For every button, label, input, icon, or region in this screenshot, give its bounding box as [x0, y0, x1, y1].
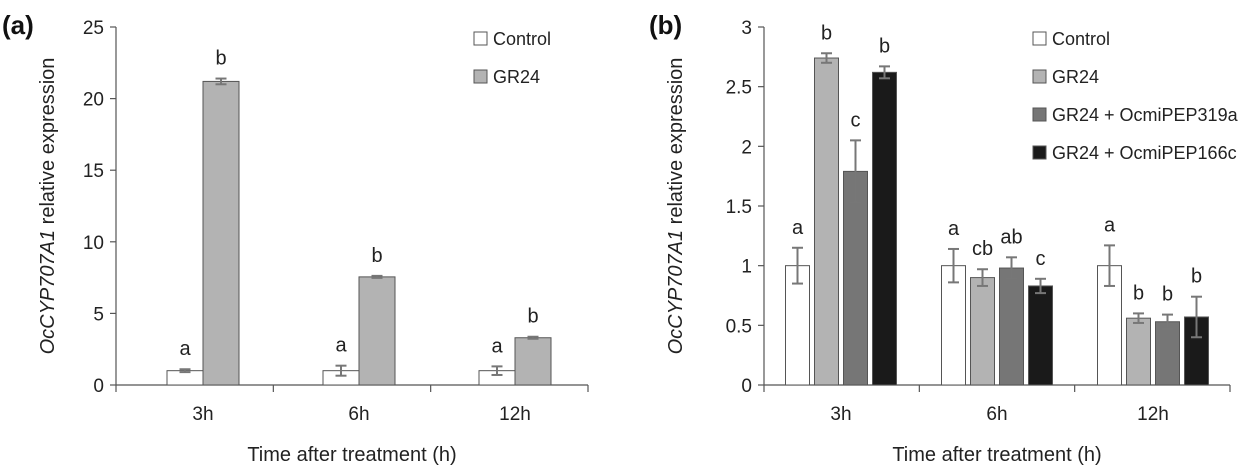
bar: [843, 170, 868, 386]
significance-letter: b: [821, 22, 832, 44]
legend-swatch: [1032, 31, 1047, 46]
y-tick-label: 0.5: [726, 316, 752, 337]
legend-swatch: [1032, 69, 1047, 84]
significance-letter: b: [879, 35, 890, 57]
y-axis-title-text: relative expression: [37, 58, 59, 230]
significance-letter: c: [851, 109, 861, 131]
significance-letter: a: [948, 218, 960, 240]
panel-label: (a): [2, 10, 34, 40]
legend-swatch: [1032, 145, 1047, 160]
legend-label: Control: [493, 29, 551, 49]
y-tick-label: 2: [741, 137, 752, 158]
bar: [814, 57, 839, 386]
x-tick-label: 6h: [348, 404, 369, 425]
chart-panel-a: (a) 0 5 10 15 20 25 3h 6h 12h Time after treatment…: [2, 10, 589, 466]
y-axis-title-gene: OcCYP707A1: [37, 230, 59, 355]
significance-letter: a: [1104, 214, 1116, 236]
y-tick-label: 5: [93, 304, 104, 325]
significance-letter: b: [215, 48, 226, 70]
significance-letter: a: [491, 335, 503, 357]
y-tick-label: 20: [83, 90, 104, 111]
chart-panel-b: (b) 0 0.5 1 1.5 2 2.5 3 3h 6h 12h Time after treatm…: [649, 10, 1239, 466]
significance-letter: b: [527, 306, 538, 328]
y-tick-label: 2.5: [726, 78, 752, 99]
x-axis-title: Time after treatment (h): [892, 444, 1101, 466]
x-tick-label: 12h: [1137, 404, 1169, 425]
y-tick-label: 1: [741, 257, 752, 278]
significance-letter: ab: [1000, 226, 1022, 248]
legend-label: GR24: [1052, 67, 1099, 87]
bar: [999, 267, 1024, 386]
bar: [941, 265, 966, 386]
bar: [1155, 321, 1180, 386]
y-axis-title: OcCYP707A1 relative expression: [37, 58, 59, 355]
legend-swatch: [473, 69, 488, 84]
significance-letter: cb: [972, 238, 993, 260]
bar: [970, 277, 995, 386]
x-tick-label: 3h: [830, 404, 851, 425]
significance-letter: a: [335, 335, 347, 357]
x-tick-label: 6h: [986, 404, 1007, 425]
y-tick-label: 3: [741, 18, 752, 39]
y-axis-title-gene: OcCYP707A1: [665, 230, 687, 355]
significance-letter: a: [792, 217, 804, 239]
y-tick-label: 25: [83, 18, 104, 39]
bar: [202, 80, 240, 386]
x-tick-label: 3h: [192, 404, 213, 425]
significance-letter: c: [1036, 248, 1046, 270]
legend-label: Control: [1052, 29, 1110, 49]
bar: [514, 337, 552, 386]
panel-label: (b): [649, 10, 682, 40]
y-axis-title-text: relative expression: [665, 58, 687, 230]
bar: [358, 276, 396, 386]
significance-letter: b: [1133, 282, 1144, 304]
legend-label: GR24 + OcmiPEP166c: [1052, 143, 1237, 163]
bar: [872, 71, 897, 386]
y-tick-label: 1.5: [726, 197, 752, 218]
bar: [1126, 317, 1151, 386]
significance-letter: b: [371, 245, 382, 267]
x-tick-label: 12h: [499, 404, 531, 425]
legend-label: GR24 + OcmiPEP319a: [1052, 105, 1239, 125]
y-axis-title: OcCYP707A1 relative expression: [665, 58, 687, 355]
significance-letter: a: [179, 338, 191, 360]
bar: [785, 265, 810, 386]
bar: [1028, 285, 1053, 386]
legend-label: GR24: [493, 67, 540, 87]
x-axis-title: Time after treatment (h): [247, 444, 456, 466]
y-tick-label: 10: [83, 233, 104, 254]
y-tick-label: 0: [93, 376, 104, 397]
y-tick-label: 15: [83, 161, 104, 182]
legend-swatch: [1032, 107, 1047, 122]
y-tick-label: 0: [741, 376, 752, 397]
significance-letter: b: [1162, 284, 1173, 306]
legend-swatch: [473, 31, 488, 46]
significance-letter: b: [1191, 266, 1202, 288]
